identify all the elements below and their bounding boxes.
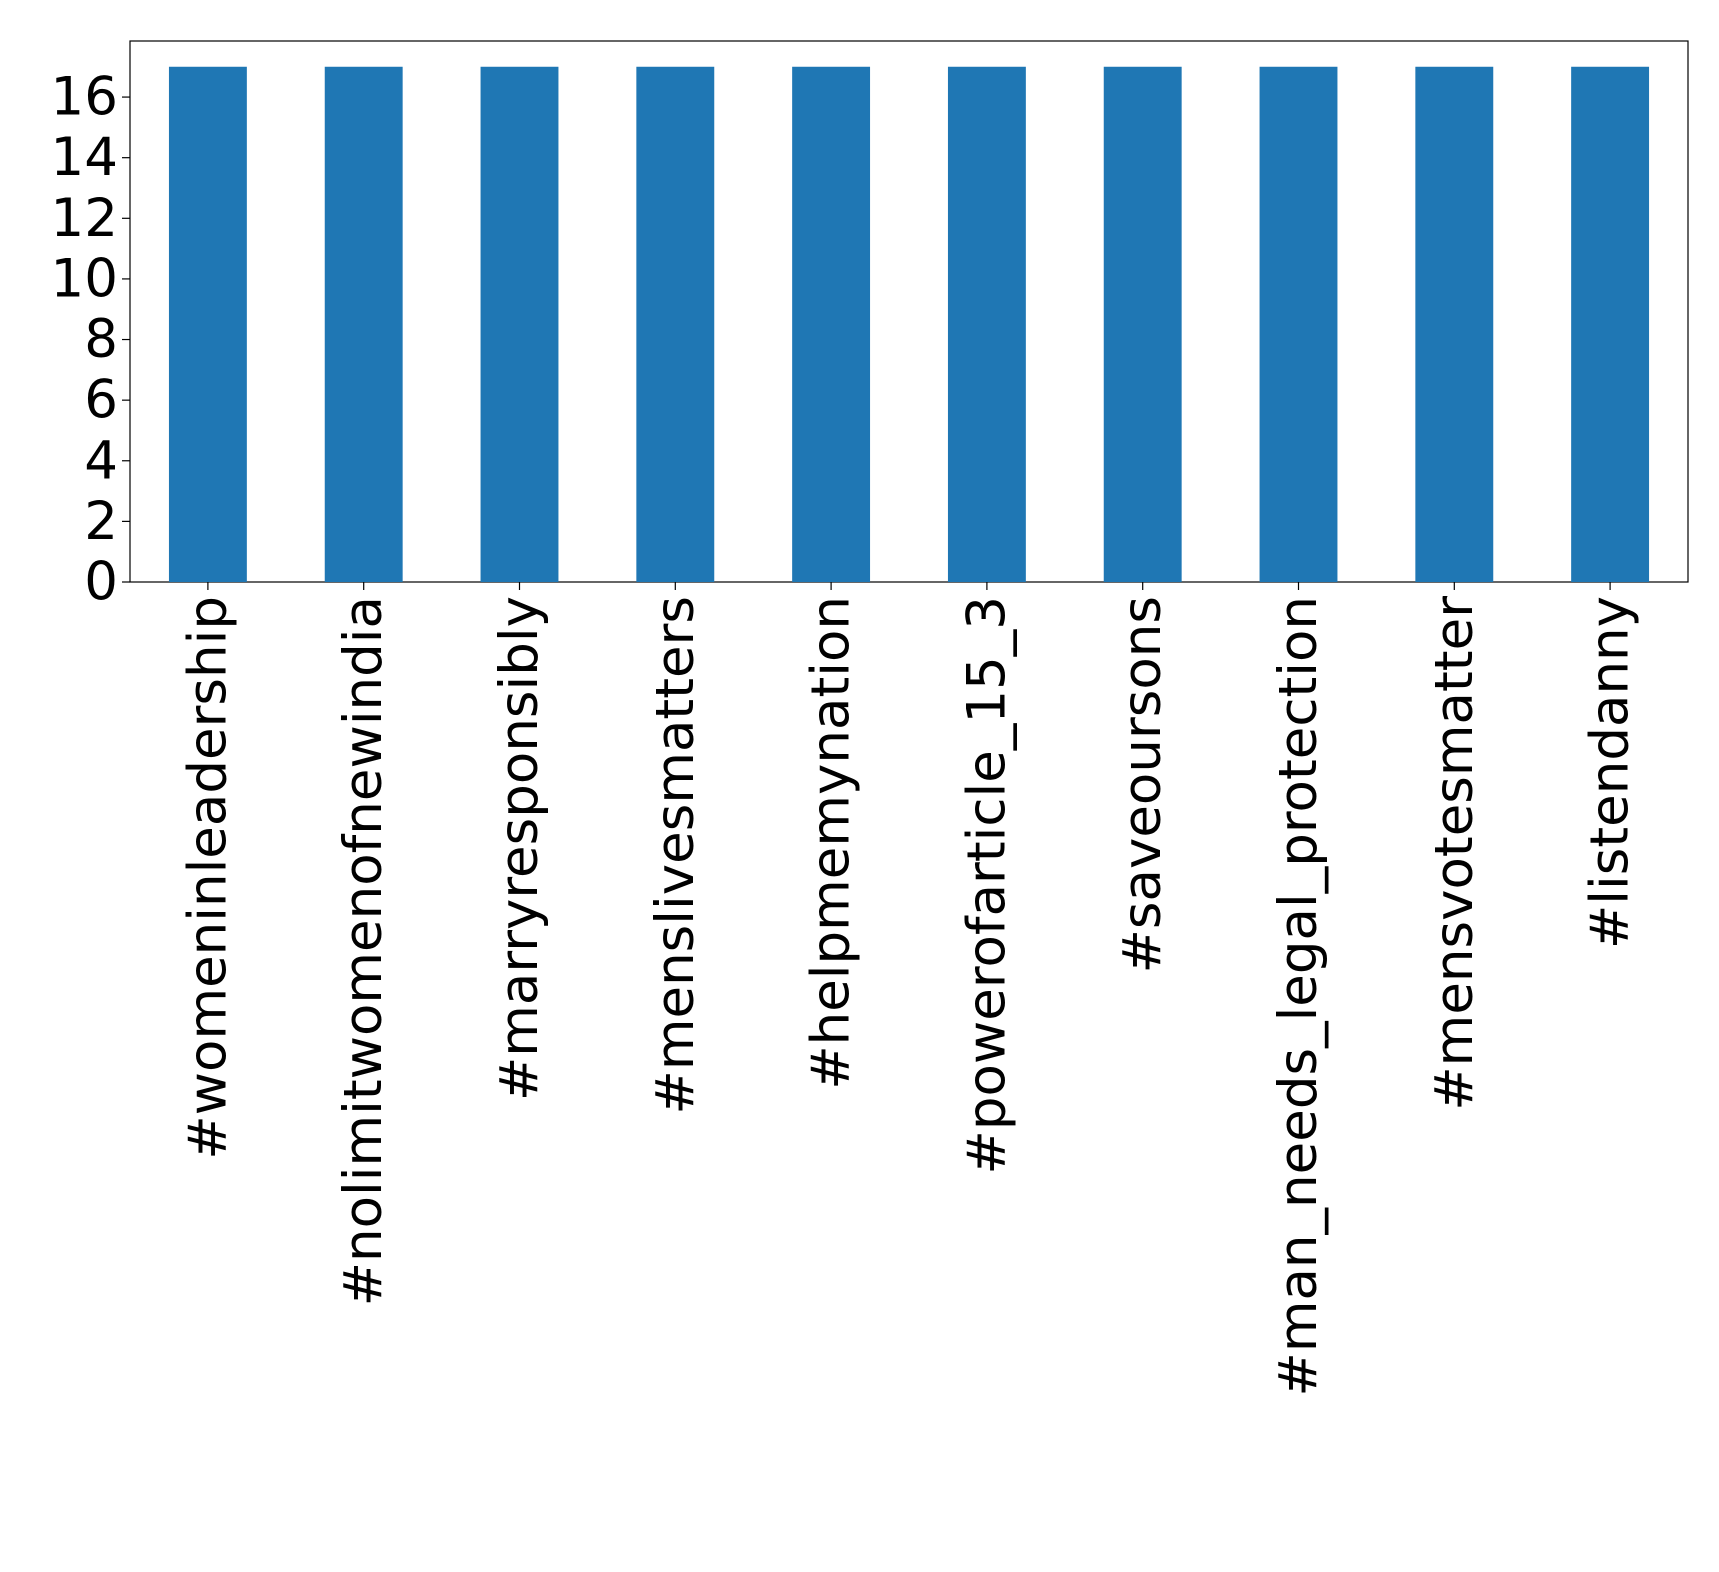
y-tick-label: 14 bbox=[51, 127, 118, 188]
x-tick-label: #helpmemynation bbox=[801, 596, 862, 1090]
x-tick-label: #saveoursons bbox=[1112, 596, 1173, 974]
bar bbox=[792, 66, 871, 582]
x-tick-label: #powerofarticle_15_3 bbox=[956, 596, 1017, 1175]
bar bbox=[1571, 66, 1650, 582]
bar bbox=[324, 66, 403, 582]
y-tick-label: 10 bbox=[51, 248, 118, 309]
x-tick-label: #listendanny bbox=[1580, 596, 1641, 949]
x-tick-label: #menslivesmatters bbox=[645, 596, 706, 1115]
bar bbox=[947, 66, 1026, 582]
bar bbox=[1259, 66, 1338, 582]
y-tick-label: 2 bbox=[84, 491, 118, 552]
bar bbox=[1103, 66, 1182, 582]
x-tick-label: #marryresponsibly bbox=[489, 596, 550, 1101]
y-tick-label: 8 bbox=[84, 309, 118, 370]
bar bbox=[480, 66, 559, 582]
bar bbox=[168, 66, 247, 582]
bar bbox=[1415, 66, 1494, 582]
y-tick-label: 0 bbox=[84, 552, 118, 613]
y-tick-label: 4 bbox=[84, 430, 118, 491]
plot-frame bbox=[129, 40, 1689, 583]
y-tick-label: 6 bbox=[84, 370, 118, 431]
x-tick-label: #mensvotesmatter bbox=[1424, 596, 1485, 1111]
x-tick-label: #man_needs_legal_protection bbox=[1268, 596, 1329, 1397]
x-tick-label: #nolimitwomenofnewindia bbox=[333, 596, 394, 1306]
x-tick-label: #womeninleadership bbox=[177, 596, 238, 1160]
y-tick-label: 12 bbox=[51, 188, 118, 249]
bar bbox=[636, 66, 715, 582]
y-tick-label: 16 bbox=[51, 67, 118, 128]
